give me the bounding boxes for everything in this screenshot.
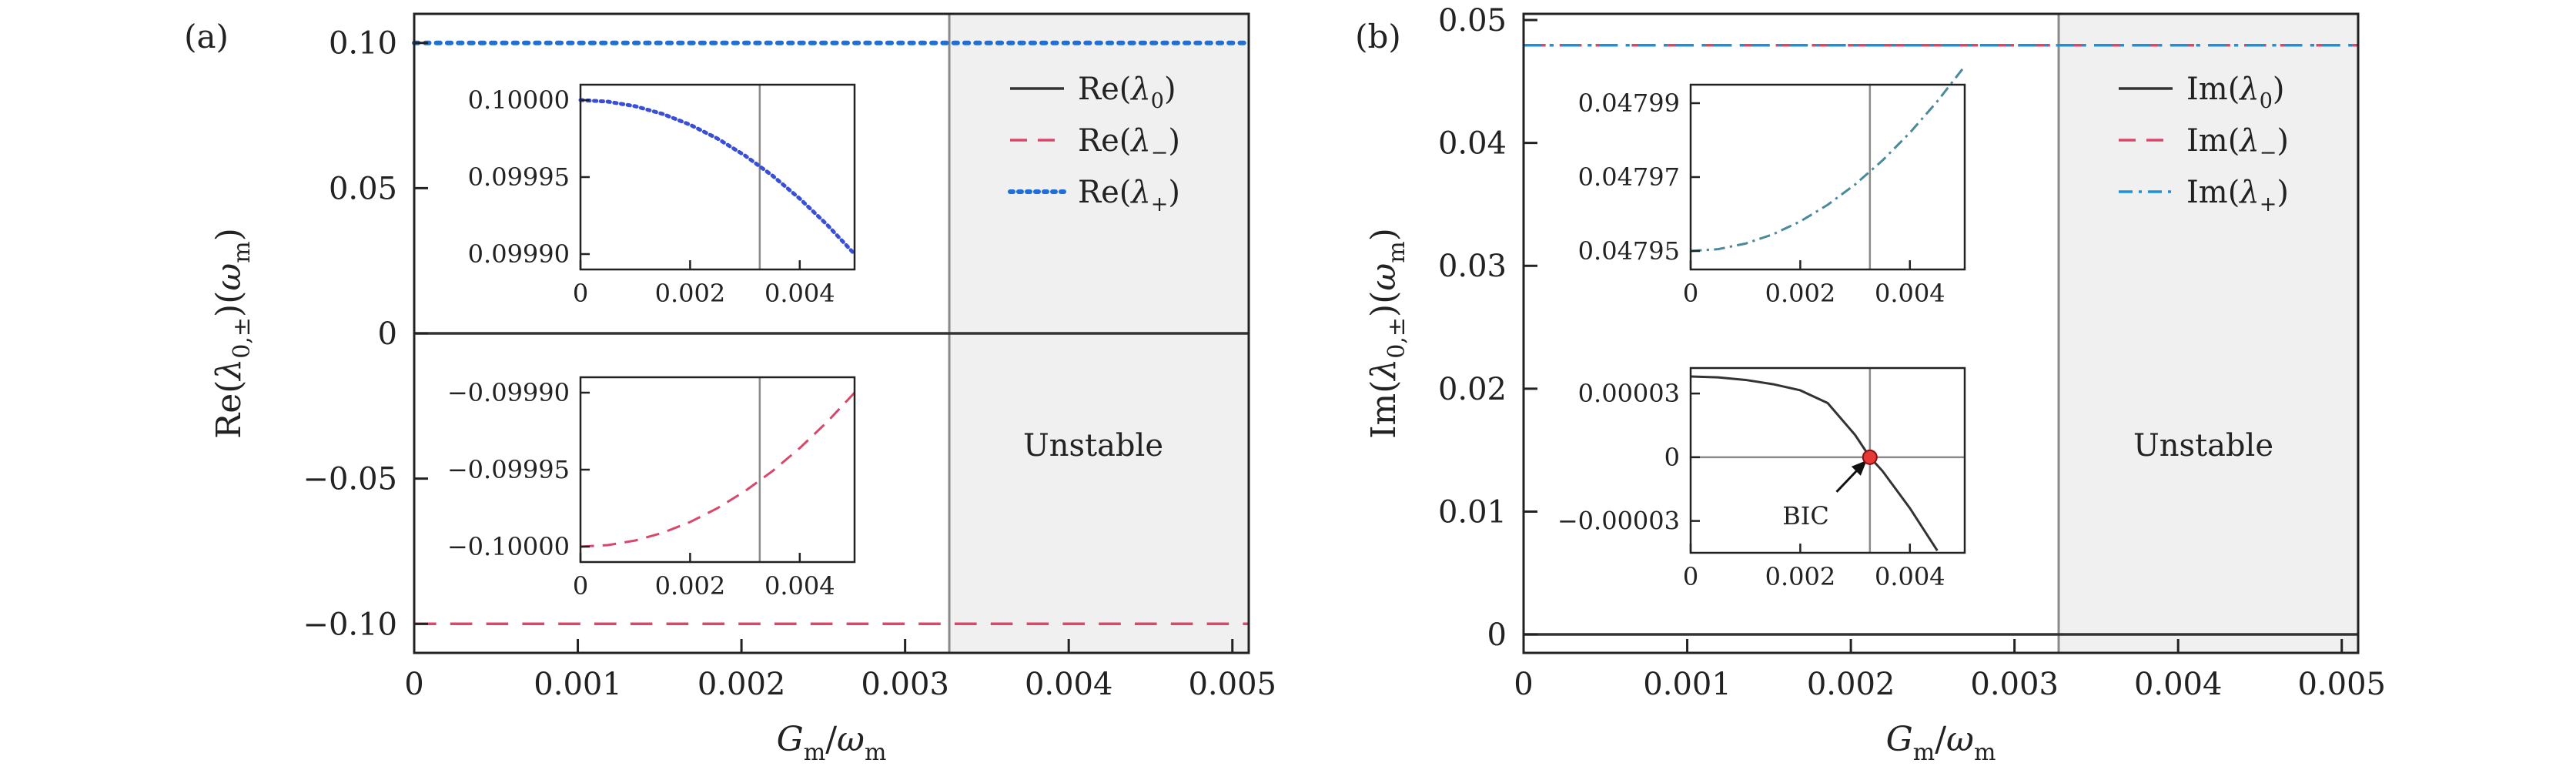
inset-y-tick-label: 0 [1664,443,1680,472]
plot-frame [1522,12,2360,654]
x-tick-label: 0.004 [1025,667,1113,702]
y-tick-label: 0.03 [1438,249,1507,284]
inset-y-tick-label: −0.10000 [447,532,570,561]
x-tick-label: 0.001 [534,667,622,702]
legend-entry-1: Re(λ−) [1078,123,1180,165]
bic-point [1862,449,1878,465]
legend-entry-2: Re(λ+) [1078,175,1180,216]
inset-series-line-0 [578,98,857,256]
inset-background [580,85,855,269]
inset-x-tick-label: 0.002 [1765,279,1836,308]
inset-a-bottom: 0 0.002 0.004 −0.10000 −0.09995 −0.09990 [447,376,856,601]
legend-entry-0: Im(λ0) [2186,72,2285,113]
inset-series-line-0 [580,391,856,548]
y-tick-label: 0.04 [1438,126,1507,162]
panel-label: (a) [184,18,229,55]
inset-x-tick-label: 0 [573,279,588,308]
y-tick-label: 0.05 [1438,3,1507,38]
y-axis-label: Im(λ0,±)(ωm) [1364,228,1410,439]
x-tick-label: 0.005 [2297,667,2386,702]
panel-label: (b) [1355,18,1401,55]
inset-y-tick-label: 0.00003 [1578,379,1680,408]
panel-a: Unstable 0 0.001 0.002 0.003 0.004 0.005 −0.10 −… [184,12,1276,766]
inset-y-tick-label: 0.04799 [1578,89,1680,118]
x-tick-label: 0.002 [1807,667,1895,702]
legend-entry-1: Im(λ−) [2186,123,2289,165]
unstable-label: Unstable [2133,428,2273,463]
inset-y-tick-label: −0.09995 [447,455,570,484]
x-tick-label: 0.003 [861,667,949,702]
y-tick-label: 0.01 [1438,494,1507,530]
bic-arrowhead [1851,460,1867,476]
x-tick-label: 0.002 [698,667,786,702]
y-tick-label: −0.10 [303,607,397,642]
inset-background [1691,85,1965,269]
inset-y-tick-label: 0.04795 [1578,236,1680,266]
x-axis-label: Gm/ωm [1886,720,1996,766]
x-axis-label: Gm/ωm [777,720,887,766]
inset-x-tick-label: 0 [1683,279,1698,308]
legend-entry-0: Re(λ0) [1078,72,1176,113]
inset-y-tick-label: −0.09990 [447,378,570,407]
legend: Im(λ0) Im(λ−) Im(λ+) [2119,72,2289,216]
unstable-label: Unstable [1023,428,1163,463]
y-axis-label: Re(λ0,±)(ωm) [209,228,256,439]
unstable-region [2059,14,2358,653]
inset-x-tick-label: 0.004 [1875,279,1945,308]
inset-y-tick-label: 0.09995 [468,162,570,192]
y-tick-label: 0 [378,316,397,352]
panel-b: Unstable 0 0.001 0.002 0.003 0.004 0.005 0 0.01 0… [1355,3,2386,766]
inset-x-tick-label: 0 [573,571,588,601]
inset-x-tick-label: 0.002 [655,279,726,308]
inset-y-tick-label: 0.10000 [468,85,570,115]
inset-b-top: 0 0.002 0.004 0.04795 0.04797 0.04799 [1578,65,1966,308]
y-tick-label: 0 [1487,617,1507,653]
x-tick-label: 0.001 [1643,667,1731,702]
inset-y-tick-label: 0.04797 [1578,162,1680,192]
inset-a-top: 0 0.002 0.004 0.09990 0.09995 0.10000 [468,83,857,308]
y-tick-label: −0.05 [303,462,397,497]
inset-series-line-0 [1690,65,1966,253]
inset-x-tick-label: 0.002 [655,571,726,601]
inset-y-tick-label: −0.00003 [1557,507,1680,536]
bic-label: BIC [1782,501,1829,530]
x-tick-label: 0.004 [2134,667,2223,702]
y-tick-label: 0.05 [329,171,397,206]
inset-x-tick-label: 0 [1683,562,1698,591]
x-tick-label: 0 [404,667,423,702]
legend-entry-2: Im(λ+) [2186,175,2289,216]
inset-frame [1689,366,1966,554]
inset-x-tick-label: 0.002 [1765,562,1836,591]
x-tick-label: 0 [1514,667,1533,702]
legend: Re(λ0) Re(λ−) Re(λ+) [1008,72,1180,216]
x-tick-label: 0.005 [1188,667,1276,702]
inset-y-tick-label: 0.09990 [468,239,570,269]
inset-background [580,377,855,562]
y-tick-label: 0.10 [329,26,397,62]
inset-series-line-0 [1690,375,1939,552]
inset-x-tick-label: 0.004 [764,279,835,308]
y-tick-label: 0.02 [1438,372,1507,407]
x-tick-label: 0.003 [1970,667,2059,702]
inset-x-tick-label: 0.004 [1875,562,1945,591]
inset-x-tick-label: 0.004 [764,571,835,601]
